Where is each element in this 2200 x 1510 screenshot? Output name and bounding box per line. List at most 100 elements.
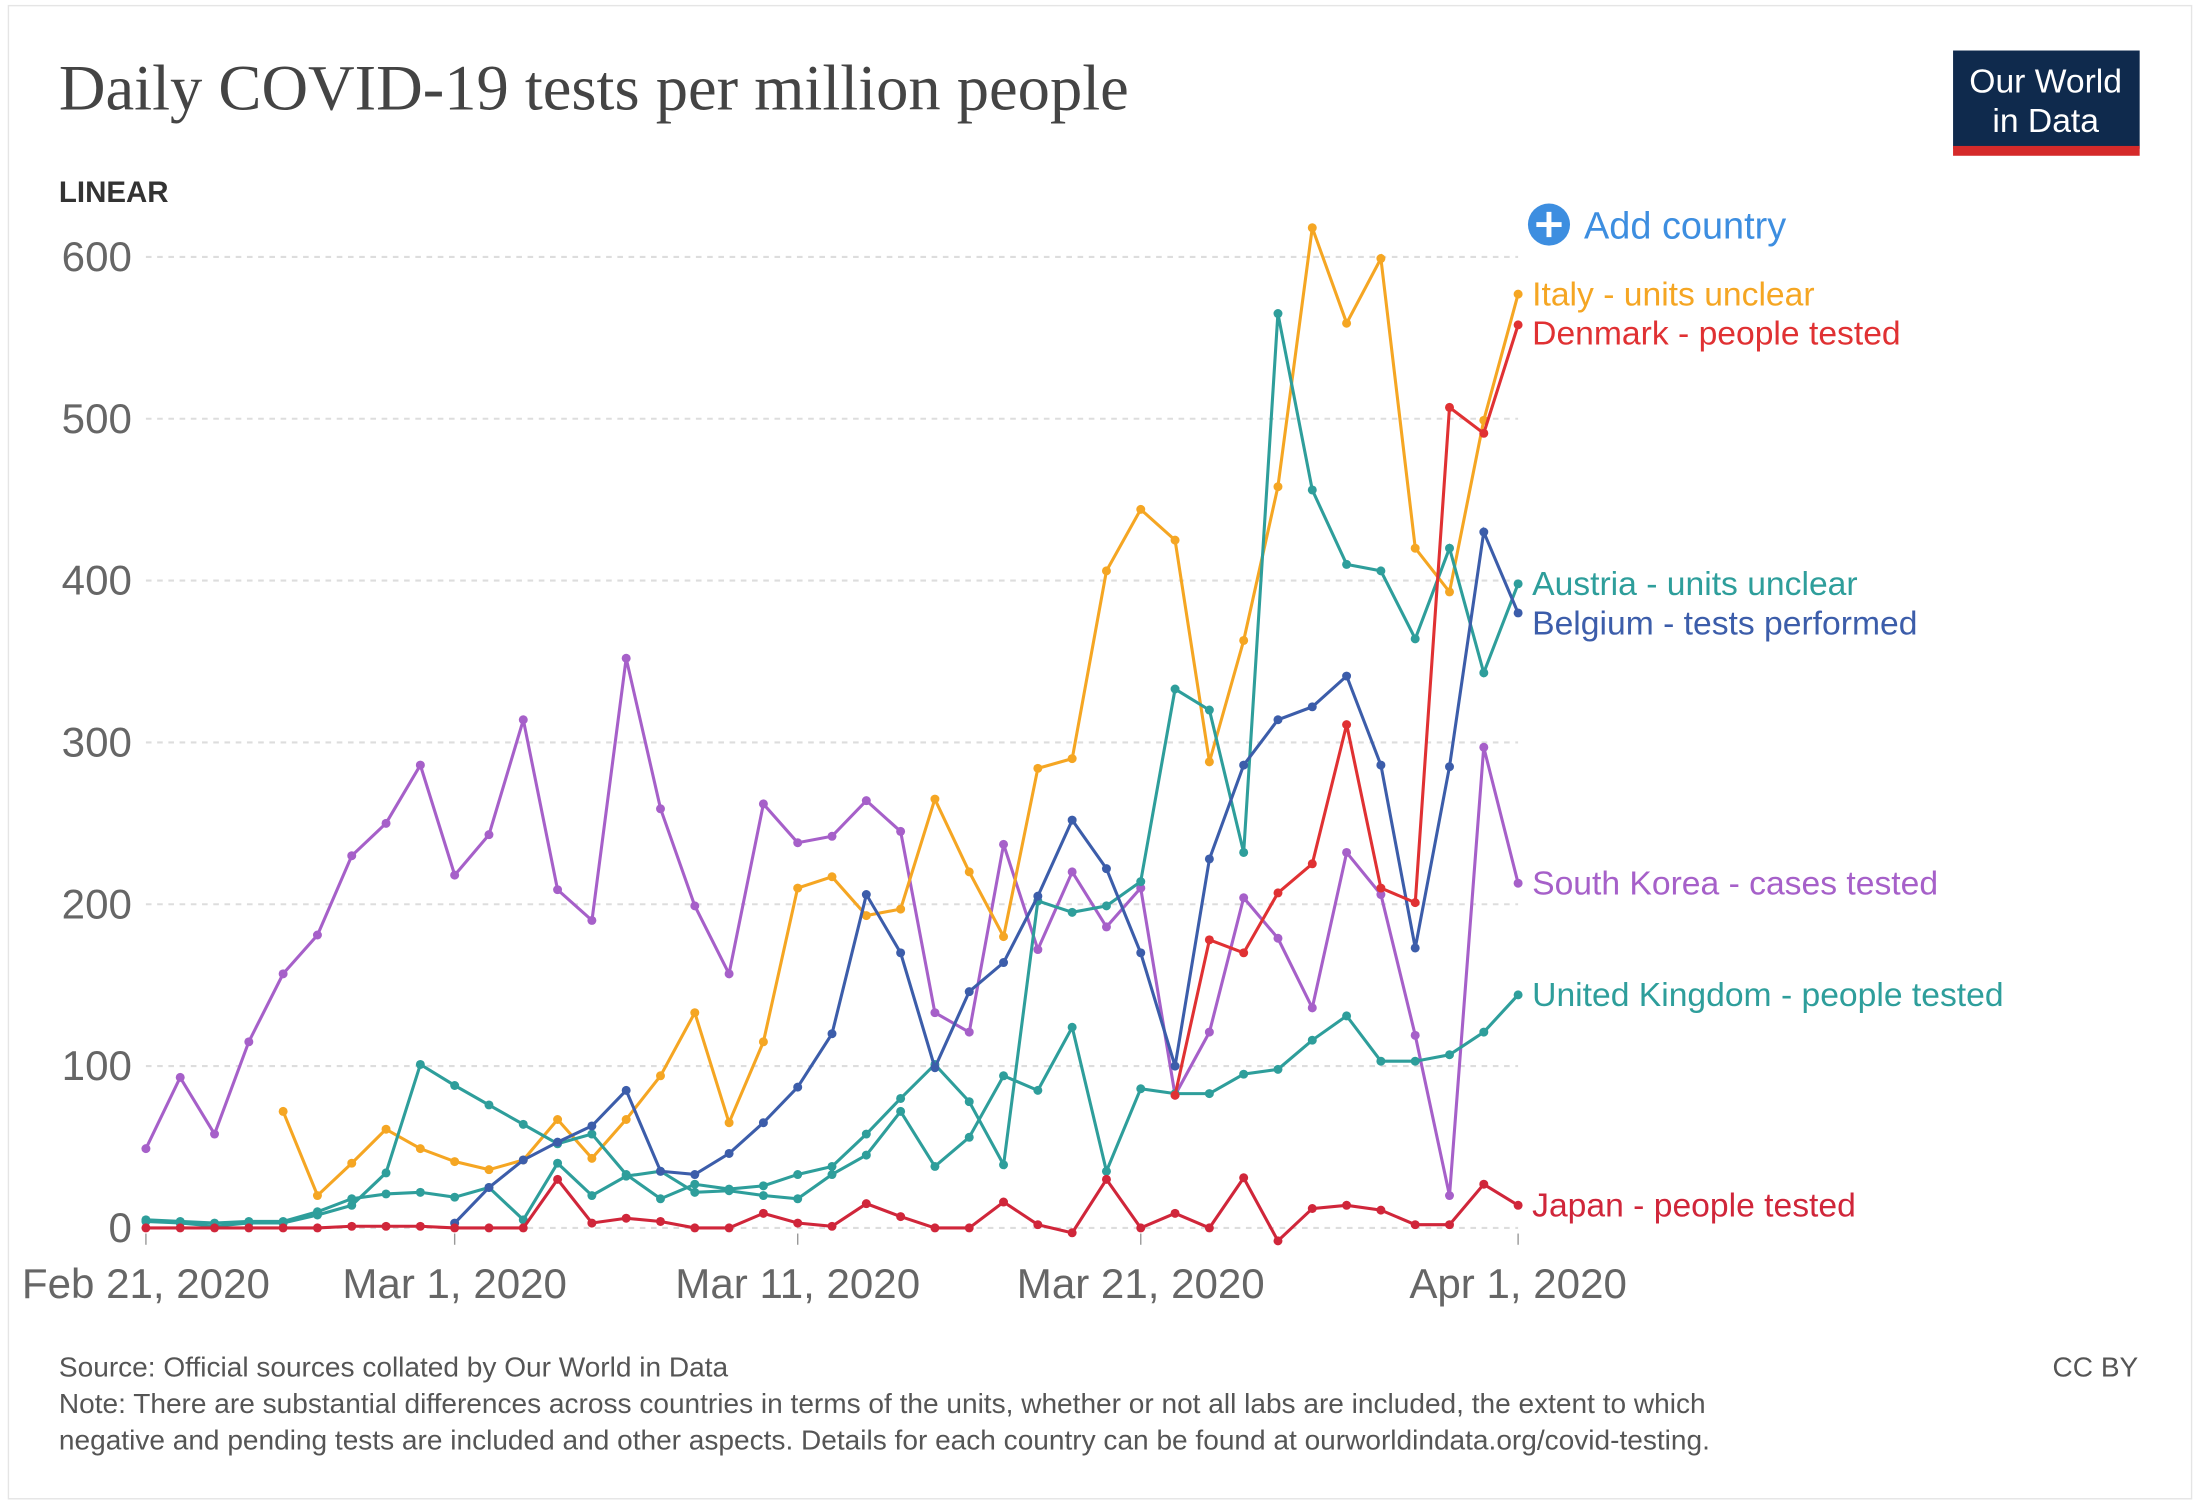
data-point [724,1184,734,1194]
data-point [1410,1220,1420,1230]
data-point [1479,742,1489,752]
data-point [1342,720,1352,730]
data-point [1273,715,1283,725]
add-country[interactable]: Add country [1584,206,1786,248]
data-point [896,1093,906,1103]
data-point [1136,1084,1146,1094]
data-point [758,1181,768,1191]
data-point [999,1197,1009,1207]
data-point [1204,1027,1214,1037]
y-tick-label: 0 [108,1204,131,1251]
data-point [827,1170,837,1180]
data-point [1101,922,1111,932]
data-point [1479,1179,1489,1189]
data-point [415,760,425,770]
data-point [1410,1030,1420,1040]
data-point [758,1208,768,1218]
data-point [1273,1236,1283,1246]
data-point [518,1215,528,1225]
add-country-button[interactable]: Add country [1527,203,1786,248]
data-point [1410,634,1420,644]
data-point [415,1144,425,1154]
data-point [553,885,563,895]
license[interactable]: CC BY [2053,1352,2139,1383]
data-point [758,799,768,809]
data-point [587,1218,597,1228]
data-point [793,1194,803,1204]
data-point [518,1155,528,1165]
data-point [1273,888,1283,898]
data-point [1204,935,1214,945]
data-point [1410,1056,1420,1066]
data-point [1445,587,1454,597]
data-point [1342,1011,1352,1021]
data-point [141,1216,151,1226]
data-point [1136,883,1146,893]
y-tick-label: 300 [62,718,132,765]
data-point [450,1157,460,1167]
data-point [999,1071,1009,1081]
data-point [1513,289,1523,299]
data-point [724,1223,734,1233]
data-point [244,1037,254,1047]
legend-label: Italy - units unclear [1532,276,1814,313]
data-point [347,1194,357,1204]
data-point [1067,1022,1077,1032]
data-point [1204,854,1214,864]
data-point [381,1168,391,1178]
data-point [827,831,837,841]
add-icon-plus [1536,211,1562,238]
data-point [724,1118,734,1128]
frame [7,4,2193,1500]
data-point [656,1216,665,1226]
note: Note: There are substantial differences … [59,1388,1706,1419]
y-tick-label: 500 [62,395,132,442]
logo: Our World in Data [1953,50,2140,156]
data-point [1342,318,1352,328]
data-point [1513,878,1523,888]
data-point [621,1115,631,1124]
data-point [690,1170,700,1180]
legend-label: Belgium - tests performed [1532,605,1917,642]
data-point [1170,1208,1180,1218]
data-point [1170,535,1180,545]
data-point [1307,223,1317,233]
data-point [587,1153,597,1163]
data-point [484,1100,494,1110]
data-point [964,1223,974,1233]
data-point [312,1210,322,1220]
data-point [896,904,906,914]
data-point [518,715,528,725]
data-point [1136,877,1146,887]
data-point [964,867,974,877]
scale-toggle[interactable]: LINEAR [59,176,169,209]
logo-bar [1953,145,2140,156]
data-point [758,1118,768,1128]
data-point [415,1221,425,1231]
data-point [930,1063,940,1073]
data-point [861,1150,871,1160]
data-point [1376,566,1386,576]
data-point [793,1170,803,1180]
data-point [999,932,1009,942]
data-point [1067,867,1077,877]
data-point [1170,1061,1180,1071]
data-point [690,1008,700,1018]
data-point [1101,901,1111,911]
data-point [1239,948,1249,958]
data-point [1410,543,1420,553]
data-point [896,1212,906,1222]
data-point [930,794,940,804]
data-point [1307,1204,1317,1213]
data-point [518,1119,528,1129]
legend-label: Denmark - people tested [1532,316,1901,353]
data-point [484,1182,494,1192]
data-point [381,818,391,828]
data-point [690,1187,700,1197]
data-point [656,1166,665,1176]
data-point [518,1223,528,1233]
data-point [553,1115,563,1124]
logo-text: in Data [1992,103,2099,140]
data-point [999,958,1009,968]
